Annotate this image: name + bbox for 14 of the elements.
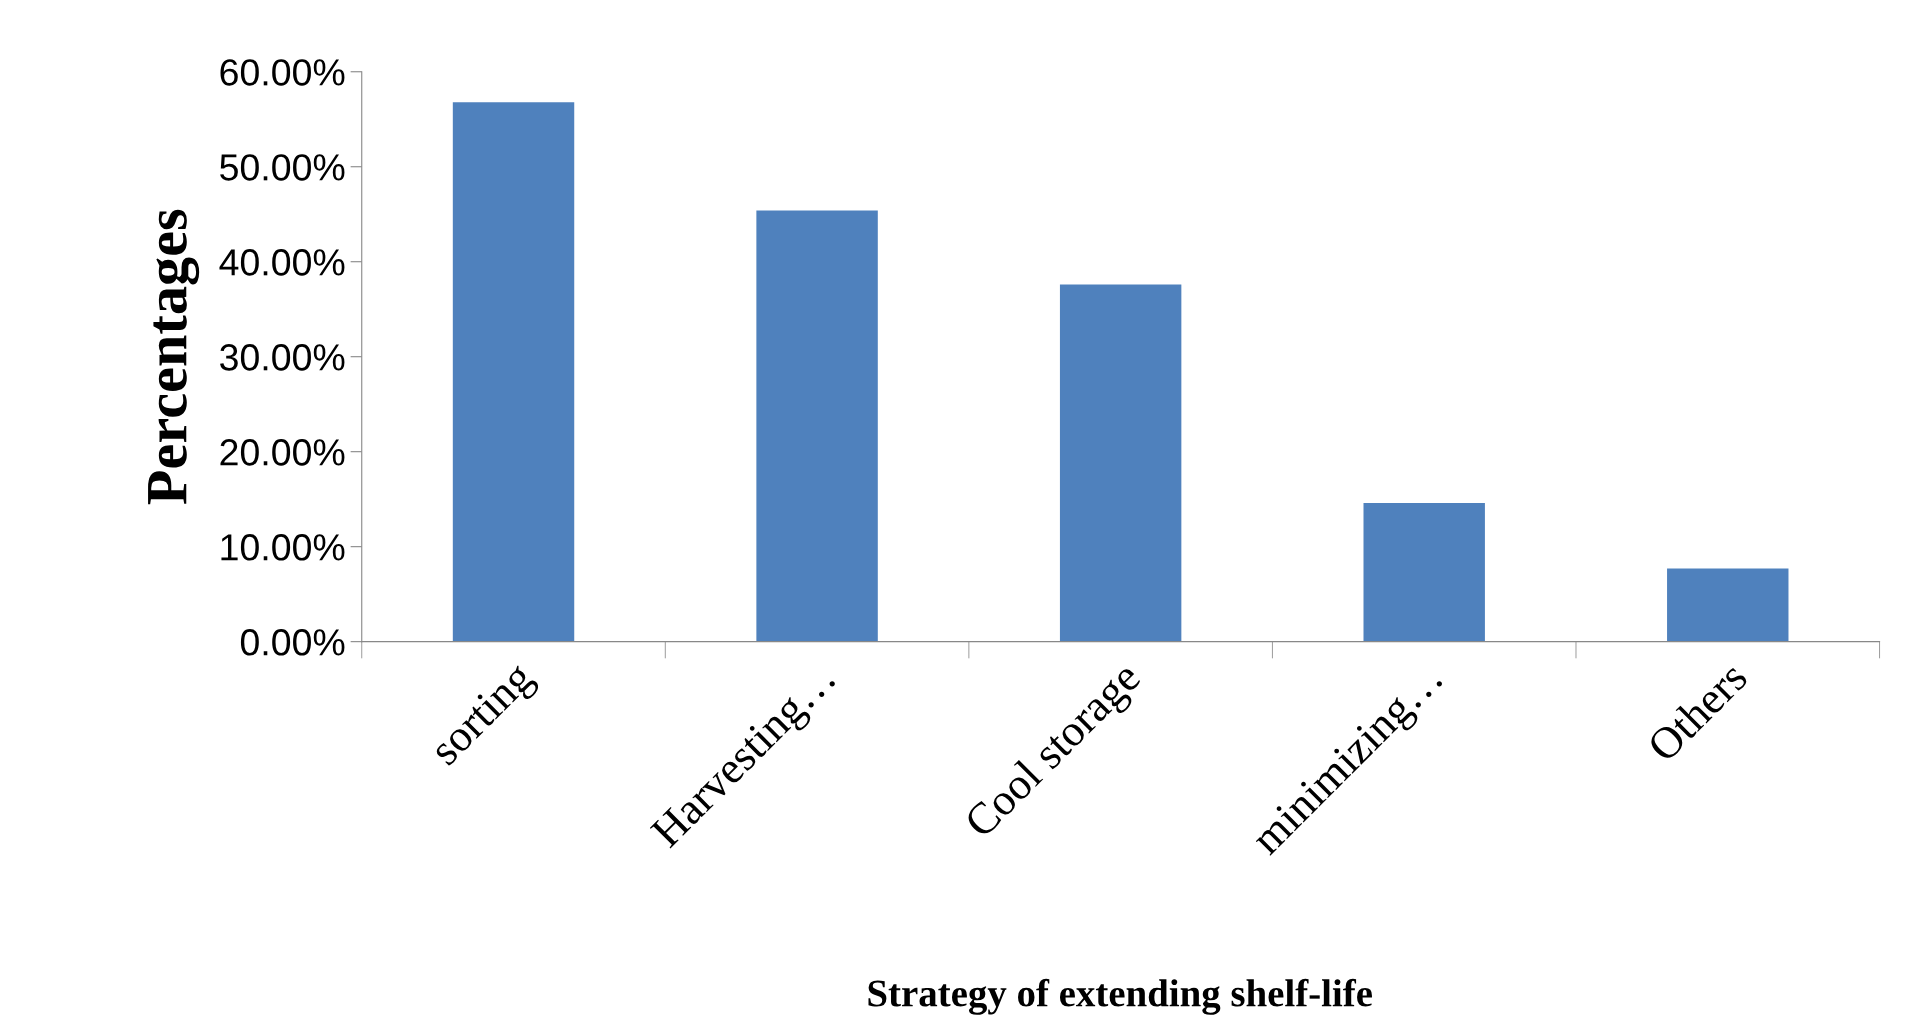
x-axis-title: Strategy of extending shelf-life bbox=[868, 978, 1372, 1015]
bar bbox=[452, 102, 575, 642]
y-tick-label: 50.00% bbox=[220, 154, 345, 181]
y-tick-label: 40.00% bbox=[219, 249, 345, 276]
bar bbox=[1059, 284, 1182, 642]
y-tick-label: 30.00% bbox=[220, 344, 345, 371]
y-tick-label: 20.00% bbox=[220, 439, 345, 466]
bar bbox=[756, 210, 878, 642]
y-tick-label: 60.00% bbox=[220, 59, 345, 86]
y-tick-label: 0.00% bbox=[240, 629, 345, 656]
bar bbox=[1667, 568, 1789, 642]
y-axis-title: Percentages bbox=[148, 209, 200, 505]
y-tick-label: 10.00% bbox=[221, 534, 345, 561]
bar bbox=[1363, 502, 1485, 642]
